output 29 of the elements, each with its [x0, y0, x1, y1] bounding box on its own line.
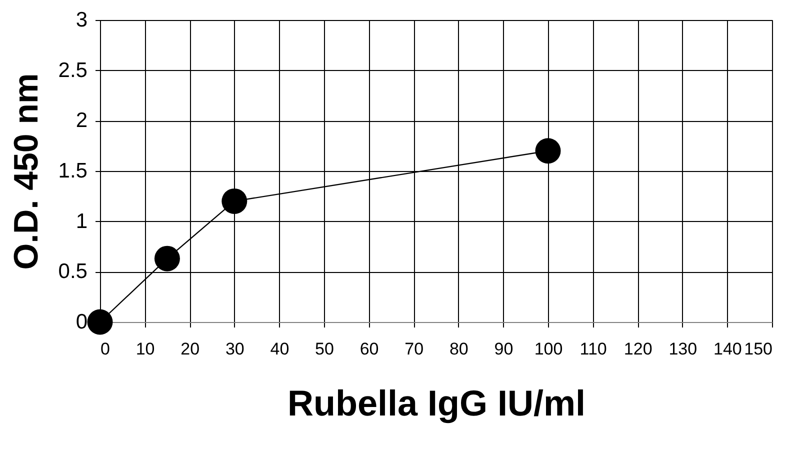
- x-tick-label: 30: [225, 340, 244, 358]
- x-axis-title: Rubella IgG IU/ml: [287, 382, 586, 424]
- y-tick-label: 3: [76, 8, 88, 32]
- x-tick-label: 120: [624, 340, 652, 358]
- x-tick-label: 130: [668, 340, 698, 358]
- y-tick-label: 2.5: [58, 58, 88, 82]
- y-axis-title: O.D. 450 nm: [7, 73, 46, 270]
- point: [154, 246, 180, 272]
- x-tick-label: 110: [580, 340, 607, 358]
- y-tick-label: 0: [76, 310, 88, 334]
- y-tick-label: 2: [76, 109, 88, 132]
- x-tick-label: 90: [494, 340, 514, 358]
- x-tick-label: 20: [180, 340, 200, 358]
- x-tick-label: 10: [136, 340, 155, 358]
- y-tick-label: 1: [76, 210, 88, 233]
- x-tick-label: 60: [360, 340, 379, 358]
- x-tick-label: 80: [449, 340, 468, 358]
- x-tick-label: 140: [714, 340, 742, 358]
- point: [87, 309, 113, 335]
- x-tick-label: 40: [270, 340, 290, 358]
- x-tick-label: 150: [744, 340, 772, 358]
- point: [535, 138, 561, 164]
- x-tick-label: 50: [315, 340, 334, 358]
- y-tick-label: 0.5: [58, 260, 88, 284]
- y-tick-label: 1.5: [58, 160, 88, 182]
- x-tick-label: 100: [534, 340, 563, 358]
- x-tick-label: 0: [100, 340, 110, 358]
- point: [222, 188, 248, 214]
- x-tick-label: 70: [404, 340, 424, 358]
